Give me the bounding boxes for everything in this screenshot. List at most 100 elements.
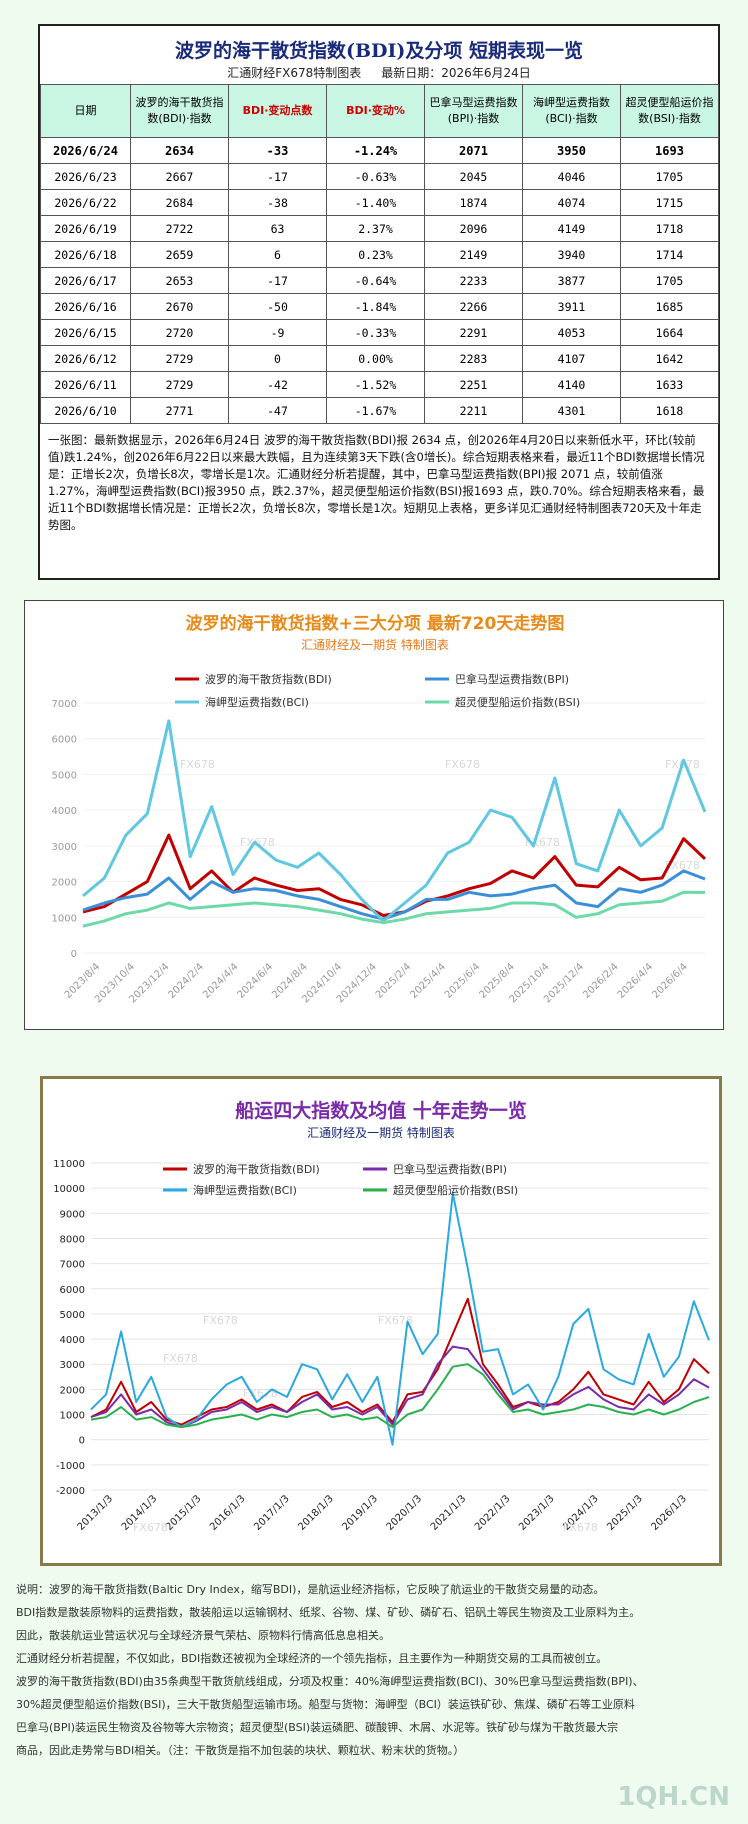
table-cell: 3940 bbox=[522, 241, 621, 268]
table-cell: 3911 bbox=[522, 293, 621, 320]
header-bdi-pct: BDI·变动% bbox=[326, 84, 425, 138]
y-tick-label: 0 bbox=[79, 1436, 85, 1447]
table-cell: 2026/6/23 bbox=[40, 163, 131, 190]
table-cell: 4074 bbox=[522, 189, 621, 216]
table-cell: 2634 bbox=[130, 137, 229, 164]
table-subtitle: 汇通财经FX678特制图表 最新日期：2026年6月24日 bbox=[40, 64, 718, 84]
summary-table-panel: 波罗的海干散货指数(BDI)及分项 短期表现一览 汇通财经FX678特制图表 最… bbox=[38, 24, 720, 580]
x-tick-label: 2016/1/3 bbox=[208, 1493, 248, 1533]
table-cell: 1642 bbox=[620, 345, 719, 372]
y-tick-label: 8000 bbox=[60, 1234, 85, 1245]
chart-watermark: FX678 bbox=[240, 836, 275, 849]
table-row: 2026/6/16 2670 -50 -1.84% 2266 3911 1685 bbox=[40, 293, 719, 320]
table-cell: 0.23% bbox=[326, 241, 425, 268]
legend-label: 波罗的海干散货指数(BDI) bbox=[193, 1162, 320, 1176]
chart-ten-year: 船运四大指数及均值 十年走势一览 汇通财经及一期货 特制图表 -2000 -1000 0… bbox=[40, 1076, 722, 1566]
footer-line: 巴拿马(BPI)装运民生物资及谷物等大宗物资；超灵便型(BSI)装运磷肥、碳酸钾… bbox=[16, 1721, 619, 1734]
header-bpi: 巴拿马型运费指数(BPI)·指数 bbox=[424, 84, 523, 138]
table-note: 一张图：最新数据显示，2026年6月24日 波罗的海干散货指数(BDI)报 26… bbox=[48, 433, 705, 532]
chart-title: 波罗的海干散货指数+三大分项 最新720天走势图 bbox=[186, 613, 565, 634]
chart-subtitle: 汇通财经及一期货 特制图表 bbox=[307, 1125, 455, 1140]
y-tick-label: 3000 bbox=[60, 1360, 85, 1371]
table-cell: -0.64% bbox=[326, 267, 425, 294]
table-cell: -9 bbox=[228, 319, 327, 346]
table-cell: 2026/6/22 bbox=[40, 189, 131, 216]
table-cell: 63 bbox=[228, 215, 327, 242]
y-tick-label: 9000 bbox=[60, 1209, 85, 1220]
table-row: 2026/6/22 2684 -38 -1.40% 1874 4074 1715 bbox=[40, 189, 719, 216]
table-cell: 0.00% bbox=[326, 345, 425, 372]
x-tick-label: 2024/2/4 bbox=[167, 961, 207, 1001]
table-title: 波罗的海干散货指数(BDI)及分项 短期表现一览 bbox=[174, 40, 584, 62]
x-tick-label: 2024/4/4 bbox=[201, 961, 241, 1001]
table-cell: -50 bbox=[228, 293, 327, 320]
table-cell: 2283 bbox=[424, 345, 523, 372]
site-watermark: 1QH.CN bbox=[617, 1782, 730, 1812]
table-cell: -47 bbox=[228, 397, 327, 424]
table-cell: 2729 bbox=[130, 371, 229, 398]
legend-label: 波罗的海干散货指数(BDI) bbox=[205, 672, 332, 686]
table-cell: 2026/6/16 bbox=[40, 293, 131, 320]
table-cell: 1633 bbox=[620, 371, 719, 398]
table-cell: 2026/6/24 bbox=[40, 137, 131, 164]
chart-watermark: FX678 bbox=[665, 859, 700, 872]
table-cell: 4301 bbox=[522, 397, 621, 424]
table-cell: 2251 bbox=[424, 371, 523, 398]
table-cell: -33 bbox=[228, 137, 327, 164]
footer-line: 汇通财经分析若提醒，不仅如此，BDI指数还被视为全球经济的一个领先指标，且主要作… bbox=[16, 1652, 608, 1665]
table-cell: 2729 bbox=[130, 345, 229, 372]
chart-watermark: FX678 bbox=[203, 1314, 238, 1327]
table-date: 最新日期：2026年6月24日 bbox=[381, 66, 531, 80]
x-tick-label: 2025/1/3 bbox=[605, 1493, 645, 1533]
x-tick-label: 2018/1/3 bbox=[296, 1493, 336, 1533]
x-tick-label: 2026/4/4 bbox=[616, 961, 656, 1001]
legend-label: 巴拿马型运费指数(BPI) bbox=[393, 1162, 507, 1176]
series-line-4 bbox=[90, 1363, 710, 1429]
table-cell: 1715 bbox=[620, 189, 719, 216]
table-row: 2026/6/19 2722 63 2.37% 2096 4149 1718 bbox=[40, 215, 719, 242]
footer-line: BDI指数是散装原物料的运费指数，散装船运以运输钢材、纸浆、谷物、煤、矿砂、磷矿… bbox=[16, 1606, 641, 1619]
table-cell: 2771 bbox=[130, 397, 229, 424]
y-tick-label: 10000 bbox=[53, 1184, 85, 1195]
table-cell: 4053 bbox=[522, 319, 621, 346]
table-cell: 2670 bbox=[130, 293, 229, 320]
y-tick-label: 1000 bbox=[60, 1411, 85, 1422]
series-line-1 bbox=[90, 1297, 710, 1426]
table-cell: 1705 bbox=[620, 163, 719, 190]
table-cell: 2045 bbox=[424, 163, 523, 190]
table-cell: -38 bbox=[228, 189, 327, 216]
table-cell: 2211 bbox=[424, 397, 523, 424]
chart-watermark: FX678 bbox=[563, 1521, 598, 1534]
series-line-4 bbox=[82, 890, 706, 928]
chart-watermark: FX678 bbox=[243, 1387, 278, 1400]
table-cell: 2667 bbox=[130, 163, 229, 190]
series-line-3 bbox=[82, 719, 707, 923]
table-cell: -17 bbox=[228, 163, 327, 190]
table-cell: 2071 bbox=[424, 137, 523, 164]
footer-notes: 说明：波罗的海干散货指数(Baltic Dry Index，缩写BDI)，是航运… bbox=[16, 1578, 738, 1762]
table-cell: -17 bbox=[228, 267, 327, 294]
y-tick-label: 3000 bbox=[52, 842, 77, 853]
footer-line: 说明：波罗的海干散货指数(Baltic Dry Index，缩写BDI)，是航运… bbox=[16, 1583, 605, 1596]
y-tick-label: -1000 bbox=[56, 1461, 85, 1472]
table-cell: 4046 bbox=[522, 163, 621, 190]
table-cell: 6 bbox=[228, 241, 327, 268]
x-tick-label: 2019/1/3 bbox=[341, 1493, 381, 1533]
footer-line: 商品，因此走势常与BDI相关。（注：干散货是指不加包装的块状、颗粒状、粉末状的货… bbox=[16, 1744, 465, 1757]
table-cell: -1.24% bbox=[326, 137, 425, 164]
y-tick-label: 5000 bbox=[52, 770, 77, 781]
table-cell: 2653 bbox=[130, 267, 229, 294]
table-cell: 4107 bbox=[522, 345, 621, 372]
table-cell: 2026/6/18 bbox=[40, 241, 131, 268]
table-cell: 1718 bbox=[620, 215, 719, 242]
y-tick-label: 7000 bbox=[60, 1260, 85, 1271]
y-tick-label: 6000 bbox=[52, 735, 77, 746]
table-header-row: 日期 波罗的海干散货指数(BDI)·指数 BDI·变动点数 BDI·变动% 巴拿… bbox=[40, 84, 719, 138]
chart-subtitle: 汇通财经及一期货 特制图表 bbox=[301, 637, 449, 652]
footer-line: 30%超灵便型船运价指数(BSI)，三大干散货船型运输市场。船型与货物：海岬型（… bbox=[16, 1698, 635, 1711]
table-cell: 1664 bbox=[620, 319, 719, 346]
y-tick-label: -2000 bbox=[56, 1486, 85, 1497]
x-tick-label: 2017/1/3 bbox=[252, 1493, 292, 1533]
legend-label: 超灵便型船运价指数(BSI) bbox=[455, 695, 580, 709]
